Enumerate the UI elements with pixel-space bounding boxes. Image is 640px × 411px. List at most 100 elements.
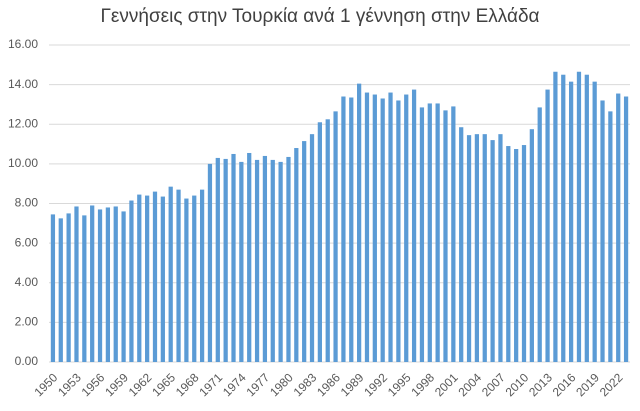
bar	[74, 206, 79, 362]
bar	[254, 159, 260, 362]
bar	[223, 158, 228, 362]
x-tick-label: 1956	[79, 370, 108, 399]
x-tick-label: 2019	[573, 370, 602, 399]
bar	[58, 218, 63, 362]
bar	[576, 71, 582, 362]
bar	[529, 129, 534, 362]
bar	[50, 214, 56, 362]
bar	[357, 83, 362, 363]
bar	[616, 93, 621, 363]
bar	[584, 74, 589, 362]
bar	[568, 81, 574, 362]
bar	[466, 135, 472, 362]
bar	[506, 146, 511, 362]
bar	[561, 74, 566, 362]
bar	[309, 134, 315, 362]
x-tick-label: 1950	[32, 370, 61, 399]
x-tick-label: 2016	[550, 370, 579, 399]
bar	[443, 110, 448, 362]
bar	[160, 196, 165, 362]
x-tick-label: 1974	[220, 370, 249, 399]
bar	[113, 206, 118, 362]
bar	[482, 134, 487, 362]
bar	[66, 213, 71, 362]
x-tick-label: 2013	[526, 370, 555, 399]
bar	[145, 195, 150, 362]
x-tick-label: 1962	[126, 370, 155, 399]
bar	[207, 163, 213, 362]
bar	[490, 140, 495, 362]
y-tick-label: 4.00	[15, 275, 39, 289]
bar	[411, 89, 417, 362]
bar	[419, 107, 425, 362]
bar	[388, 92, 393, 363]
x-tick-label: 1995	[385, 370, 414, 399]
bar	[215, 157, 220, 362]
bar	[459, 127, 464, 362]
bar	[231, 153, 236, 362]
y-tick-label: 10.00	[8, 156, 38, 170]
bar	[451, 106, 456, 362]
y-tick-label: 8.00	[15, 196, 39, 210]
bar	[474, 134, 480, 362]
bar	[553, 71, 558, 362]
bar	[82, 215, 87, 362]
x-tick-label: 1959	[102, 370, 131, 399]
x-tick-label: 1989	[338, 370, 367, 399]
bar	[600, 100, 605, 362]
bar	[372, 94, 377, 362]
y-tick-label: 2.00	[15, 315, 39, 329]
x-tick-label: 1980	[267, 370, 296, 399]
x-tick-label: 1968	[173, 370, 202, 399]
y-tick-label: 6.00	[15, 235, 39, 249]
bar	[129, 200, 134, 362]
bar	[396, 100, 401, 362]
x-tick-label: 2010	[503, 370, 532, 399]
y-tick-label: 14.00	[8, 77, 38, 91]
bar	[286, 156, 291, 362]
bar	[341, 96, 346, 362]
x-tick-label: 1953	[55, 370, 84, 399]
bar	[270, 159, 275, 362]
x-tick-label: 1965	[149, 370, 178, 399]
bar	[404, 94, 409, 362]
bar	[239, 161, 244, 362]
x-tick-label: 1992	[361, 370, 390, 399]
bar	[364, 92, 370, 363]
bar	[317, 122, 322, 362]
x-tick-label: 1971	[196, 370, 225, 399]
chart-title: Γεννήσεις στην Τουρκία ανά 1 γέννηση στη…	[100, 6, 539, 27]
y-tick-label: 0.00	[15, 354, 39, 368]
bar	[521, 145, 527, 362]
bar	[545, 89, 550, 362]
y-tick-label: 12.00	[8, 116, 38, 130]
bar	[592, 81, 597, 362]
bar	[623, 96, 629, 362]
bar	[427, 103, 432, 363]
bar	[333, 111, 338, 362]
bar	[435, 103, 440, 363]
bar	[514, 149, 519, 362]
x-tick-label: 2001	[432, 370, 461, 399]
bar	[537, 107, 542, 362]
x-tick-label: 1986	[314, 370, 343, 399]
bar	[176, 189, 181, 362]
bar	[247, 152, 252, 362]
x-tick-label: 1983	[291, 370, 320, 399]
bar	[192, 195, 197, 362]
bar	[105, 207, 111, 362]
bar	[199, 189, 205, 362]
x-tick-label: 1977	[243, 370, 272, 399]
x-tick-label: 2022	[597, 370, 626, 399]
bar	[90, 205, 95, 362]
bar	[294, 148, 299, 362]
bar	[262, 155, 268, 362]
bar	[325, 119, 330, 362]
bar	[168, 186, 173, 362]
bar	[608, 111, 613, 362]
bar	[498, 134, 503, 362]
bar	[380, 98, 385, 363]
bar	[152, 191, 158, 362]
x-tick-label: 1998	[408, 370, 437, 399]
